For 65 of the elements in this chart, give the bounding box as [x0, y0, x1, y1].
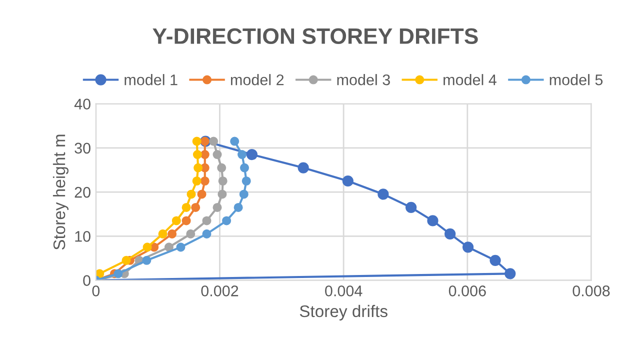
point	[96, 269, 104, 278]
legend-label: model 2	[230, 74, 284, 86]
point	[114, 269, 123, 278]
point	[217, 163, 226, 172]
y-tick-label: 20	[74, 186, 90, 198]
point	[122, 256, 131, 265]
point	[192, 150, 202, 160]
y-tick-label: 10	[75, 231, 90, 242]
point	[168, 229, 177, 238]
point	[200, 150, 210, 160]
point	[212, 150, 222, 160]
point	[239, 190, 248, 199]
point	[158, 229, 168, 238]
point	[142, 256, 152, 265]
legend-label: model 1	[124, 74, 178, 86]
point	[182, 202, 191, 212]
point	[230, 136, 240, 146]
point	[222, 216, 232, 226]
point	[246, 148, 258, 160]
point	[209, 136, 218, 146]
point	[504, 268, 516, 280]
point	[192, 136, 202, 146]
y-axis-title: Storey height m	[52, 134, 69, 250]
point	[427, 215, 438, 226]
x-tick-label: 0.002	[201, 286, 238, 296]
y-tick-label: 30	[74, 142, 90, 154]
x-tick-label: 0.008	[572, 286, 610, 296]
x-tick-label: 0.006	[448, 286, 486, 296]
point	[176, 242, 186, 252]
point	[200, 176, 210, 186]
point	[192, 176, 202, 186]
point	[186, 190, 196, 199]
legend-label: model 5	[550, 74, 603, 86]
legend-label: model 3	[337, 74, 390, 86]
point	[298, 162, 309, 174]
point	[212, 202, 222, 212]
x-tick-label: 0.004	[325, 286, 362, 296]
point	[218, 190, 227, 199]
point	[242, 176, 251, 186]
point	[194, 163, 203, 172]
point	[462, 242, 474, 253]
point	[240, 163, 250, 172]
point	[202, 229, 212, 238]
point	[172, 216, 181, 226]
point	[182, 216, 191, 226]
point	[191, 202, 200, 212]
point	[218, 176, 228, 186]
x-axis-title: Storey drifts	[300, 304, 388, 320]
point	[444, 228, 456, 240]
point	[142, 242, 152, 252]
point	[202, 216, 212, 226]
point	[342, 175, 354, 187]
point	[186, 229, 196, 238]
y-tick-label: 0	[83, 275, 90, 286]
point	[164, 242, 174, 252]
point	[238, 150, 247, 160]
legend-label: model 4	[444, 74, 496, 86]
y-tick-label: 40	[74, 98, 90, 110]
point	[490, 254, 501, 266]
chart-title: Y-DIRECTION STOREY DRIFTS	[152, 28, 478, 44]
x-tick-label: 0	[92, 286, 100, 296]
point	[197, 190, 206, 199]
point	[378, 188, 389, 200]
point	[234, 202, 243, 212]
point	[406, 202, 417, 214]
